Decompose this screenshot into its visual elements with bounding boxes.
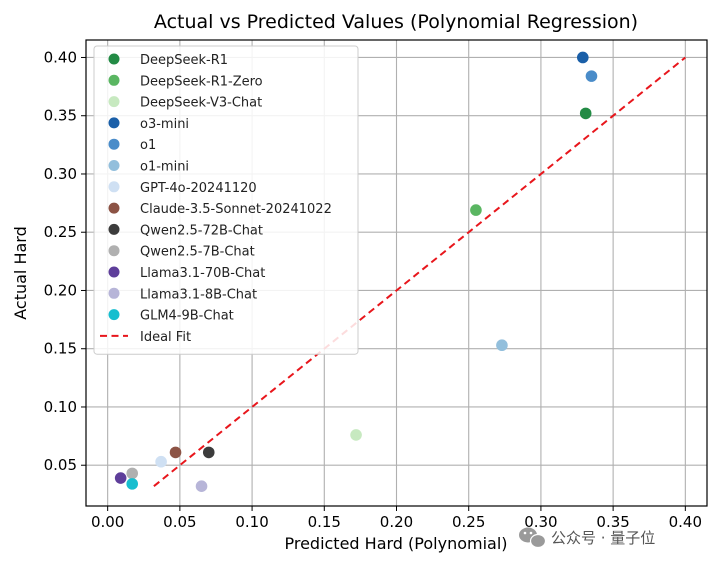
data-point [196,480,208,492]
data-point [155,456,167,468]
data-point [126,478,138,490]
legend-marker [109,288,120,299]
legend-marker [109,224,120,235]
y-tick-label: 0.15 [44,340,77,358]
data-point [126,468,138,480]
data-point [580,108,592,120]
legend-marker [109,203,120,214]
legend-label: o1-mini [140,160,189,175]
legend-label: Claude-3.5-Sonnet-20241022 [140,202,332,217]
y-tick-label: 0.40 [44,48,77,66]
legend-marker [109,75,120,86]
legend-marker [109,117,120,128]
legend-label: DeepSeek-V3-Chat [140,96,262,111]
x-tick-label: 0.20 [380,513,413,531]
legend-marker [109,54,120,65]
legend-label: DeepSeek-R1 [140,53,228,68]
data-point [577,52,589,64]
legend-marker [109,267,120,278]
legend-label: DeepSeek-R1-Zero [140,74,263,89]
x-tick-label: 0.40 [669,513,702,531]
legend-label: GLM4-9B-Chat [140,309,234,324]
legend-label: o3-mini [140,117,189,132]
data-point [470,204,482,216]
legend-marker [109,160,120,171]
data-point [586,70,598,82]
x-tick-label: 0.15 [308,513,341,531]
data-point [170,447,182,459]
y-tick-label: 0.35 [44,107,77,125]
y-tick-label: 0.20 [44,281,77,299]
y-tick-label: 0.10 [44,398,77,416]
x-tick-label: 0.00 [91,513,124,531]
legend-label: Qwen2.5-7B-Chat [140,245,255,260]
x-axis-label: Predicted Hard (Polynomial) [284,534,507,553]
watermark-text: 公众号 · 量子位 [551,529,655,547]
y-tick-label: 0.25 [44,223,77,241]
data-point [115,472,127,484]
legend-label: Llama3.1-70B-Chat [140,266,265,281]
x-tick-label: 0.25 [452,513,485,531]
y-axis-label: Actual Hard [11,226,30,320]
legend-label: Qwen2.5-72B-Chat [140,223,263,238]
legend-marker [109,309,120,320]
data-point [496,339,508,351]
data-point [203,447,215,459]
legend-label: o1 [140,138,156,153]
legend-label: Llama3.1-8B-Chat [140,287,257,302]
x-tick-label: 0.10 [235,513,268,531]
legend-label: GPT-4o-20241120 [140,181,257,196]
data-point [350,429,362,441]
legend-marker [109,96,120,107]
legend-marker [109,245,120,256]
y-tick-label: 0.05 [44,456,77,474]
x-tick-label: 0.05 [163,513,196,531]
legend-marker [109,181,120,192]
legend-label: Ideal Fit [140,330,191,345]
chart-title: Actual vs Predicted Values (Polynomial R… [154,11,638,33]
legend-marker [109,139,120,150]
legend: DeepSeek-R1 DeepSeek-R1-Zero DeepSeek-V3-C… [94,46,358,354]
y-tick-label: 0.30 [44,165,77,183]
